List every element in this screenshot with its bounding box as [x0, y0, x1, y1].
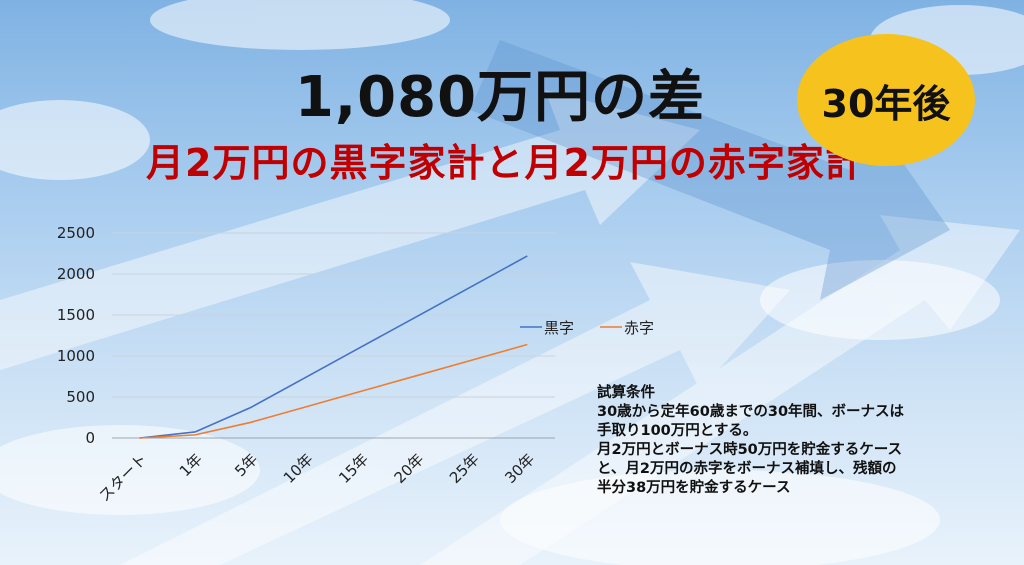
calculation-conditions: 試算条件 30歳から定年60歳までの30年間、ボーナスは 手取り100万円とする… — [597, 384, 977, 498]
conditions-line: 手取り100万円とする。 — [597, 423, 758, 439]
y-tick-label: 1000 — [57, 347, 95, 365]
legend-label: 黒字 — [544, 319, 574, 337]
y-tick-label: 2500 — [57, 224, 95, 242]
series-line-black — [139, 255, 528, 439]
years-badge: 30年後 — [797, 34, 975, 166]
headline-subtitle: 月2万円の黒字家計と月2万円の赤字家計 — [146, 141, 864, 185]
x-tick-label: 25年 — [446, 450, 483, 487]
x-tick-label: 15年 — [335, 450, 372, 487]
conditions-line: と、月2万円の赤字をボーナス補填し、残額の — [597, 461, 897, 477]
y-tick-label: 2000 — [57, 265, 95, 283]
conditions-heading: 試算条件 — [597, 385, 655, 401]
conditions-line: 月2万円とボーナス時50万円を貯金するケース — [597, 442, 903, 458]
conditions-line: 半分38万円を貯金するケース — [597, 480, 791, 496]
x-tick-label: 5年 — [231, 450, 261, 480]
legend-label: 赤字 — [624, 319, 654, 337]
x-tick-label: 20年 — [391, 450, 428, 487]
series-line-red — [139, 343, 528, 439]
x-tick-label: スタート — [95, 450, 150, 505]
x-tick-label: 1年 — [176, 450, 206, 480]
headline-title: 1,080万円の差 — [294, 65, 706, 130]
y-tick-label: 500 — [66, 388, 95, 406]
y-tick-label: 0 — [85, 429, 95, 447]
x-tick-label: 30年 — [501, 450, 538, 487]
conditions-line: 30歳から定年60歳までの30年間、ボーナスは — [597, 404, 905, 420]
x-tick-label: 10年 — [280, 450, 317, 487]
y-tick-label: 1500 — [57, 306, 95, 324]
